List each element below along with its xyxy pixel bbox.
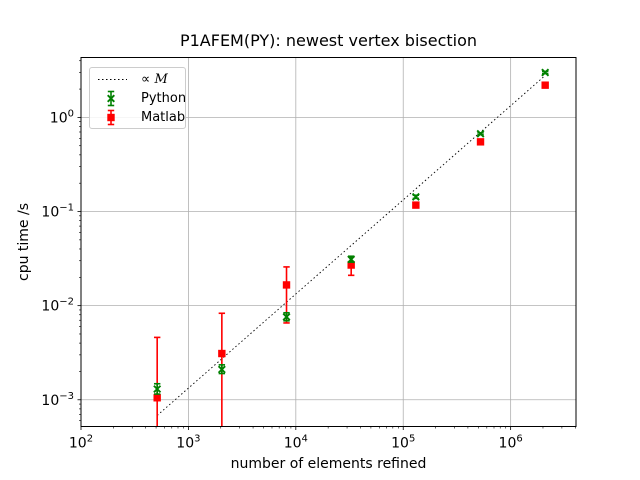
legend: ∝ M Python Matlab	[89, 67, 186, 129]
x-axis-label: number of elements refined	[230, 456, 427, 472]
y-tick-label: 10−1	[41, 203, 74, 221]
data-series	[153, 68, 550, 427]
x-tick-label: 105	[391, 434, 415, 452]
x-tick-label: 106	[499, 434, 523, 452]
matlab-square-marker	[541, 81, 549, 89]
python-x-marker	[476, 129, 485, 138]
matlab-square-marker	[476, 138, 485, 146]
legend-item-python: Python	[94, 89, 187, 108]
y-tick-label: 100	[50, 108, 74, 126]
legend-item-matlab: Matlab	[94, 108, 185, 127]
legend-item-proportional: ∝ M	[94, 70, 185, 89]
legend-label-matlab: Matlab	[141, 110, 186, 125]
plot-border	[80, 57, 577, 427]
errorbar-x-icon	[107, 90, 115, 107]
legend-label-proportional: ∝ M	[141, 72, 168, 87]
series-python	[153, 68, 550, 395]
y-tick-label: 10−3	[41, 391, 74, 409]
python-x-marker	[347, 255, 356, 264]
matlab-square-marker	[347, 261, 355, 269]
matlab-square-marker	[153, 394, 161, 402]
y-tick-label: 10−2	[41, 297, 74, 315]
series-matlab	[153, 81, 549, 427]
matlab-square-marker	[412, 201, 420, 209]
dashed-line-icon	[98, 79, 127, 80]
python-x-marker	[541, 68, 550, 77]
x-tick-label: 103	[176, 434, 200, 452]
python-x-marker	[411, 192, 420, 201]
x-tick-label: 102	[69, 434, 93, 452]
errorbar-square-icon	[107, 109, 115, 126]
figure-title: P1AFEM(PY): newest vertex bisection	[179, 31, 478, 50]
reference-line	[156, 75, 546, 416]
matlab-square-marker	[282, 281, 291, 289]
python-x-marker	[282, 312, 291, 321]
axis-ticks	[77, 60, 576, 430]
x-tick-label: 104	[284, 434, 308, 452]
python-x-marker	[153, 385, 162, 394]
matlab-square-marker	[218, 349, 226, 358]
tick-labels: 102 103 104 105 106 100 10−1 10−2 10−3	[41, 108, 522, 451]
python-x-marker	[217, 365, 226, 374]
legend-label-python: Python	[141, 91, 187, 106]
